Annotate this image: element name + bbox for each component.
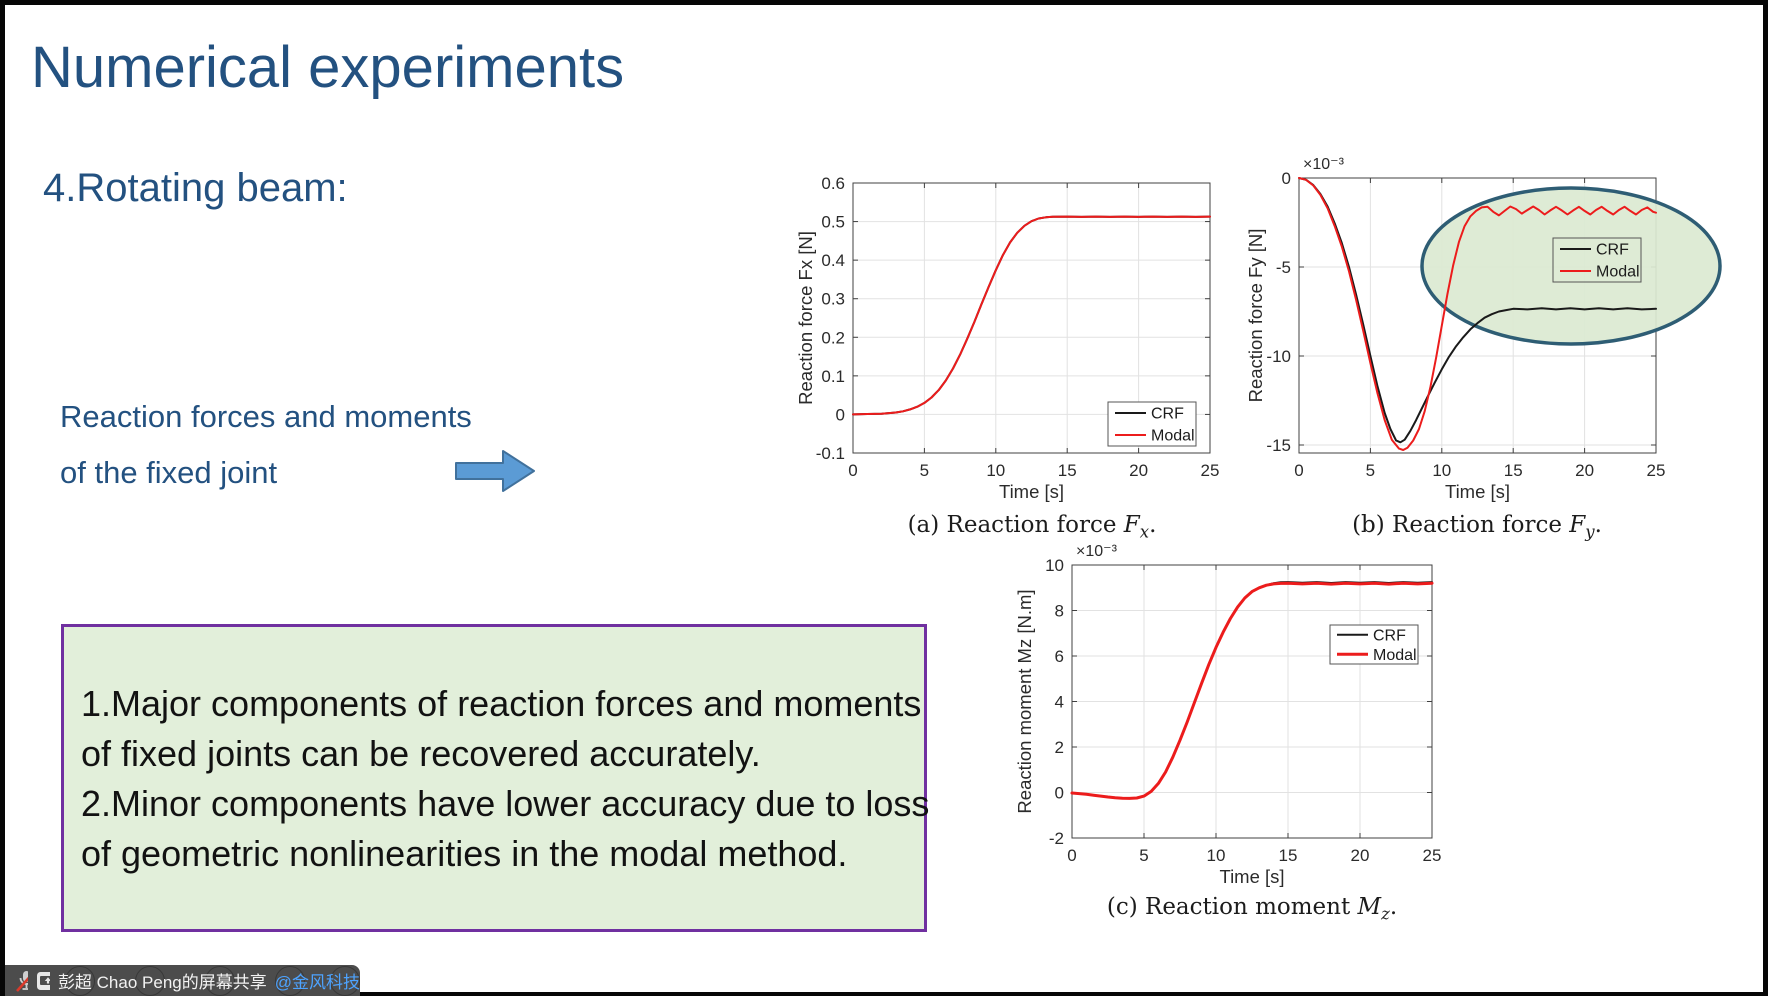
svg-text:-5: -5	[1276, 258, 1291, 277]
note-line-1: 1.Major components of reaction forces an…	[81, 683, 922, 724]
svg-text:5: 5	[1139, 846, 1148, 865]
lead-text-line1: Reaction forces and moments	[60, 399, 472, 434]
svg-text:2: 2	[1055, 738, 1064, 757]
series-modal	[1070, 581, 1434, 800]
page-title: Numerical experiments	[31, 35, 625, 100]
chart-caption-b: (b) Reaction force Fy.	[1352, 512, 1602, 542]
series-crf	[1298, 177, 1657, 444]
svg-text:8: 8	[1055, 602, 1064, 621]
svg-text:CRF: CRF	[1373, 627, 1406, 644]
highlight-ellipse	[1420, 186, 1722, 346]
svg-text:10: 10	[1045, 556, 1064, 575]
svg-text:15: 15	[1504, 461, 1523, 480]
share-owner-label: 彭超 Chao Peng的屏幕共享	[57, 973, 267, 992]
share-mention-label: @金风科技	[274, 973, 360, 992]
note-line-2: of fixed joints can be recovered accurat…	[81, 733, 761, 774]
svg-text:Time [s]: Time [s]	[1219, 866, 1284, 887]
window-frame-left	[0, 0, 5, 996]
svg-text:Time [s]: Time [s]	[999, 481, 1064, 502]
screen-share-icon[interactable]	[36, 970, 50, 992]
svg-text:0: 0	[1067, 846, 1076, 865]
series-crf	[1071, 581, 1433, 800]
svg-text:10: 10	[1432, 461, 1451, 480]
legend-box	[1552, 237, 1642, 283]
legend-box	[1329, 624, 1419, 665]
svg-text:5: 5	[1366, 461, 1375, 480]
lead-text-line2: of the fixed joint	[60, 455, 278, 490]
right-arrow-icon	[455, 450, 535, 492]
svg-text:0: 0	[1294, 461, 1303, 480]
svg-text:0.4: 0.4	[821, 251, 845, 270]
window-frame-right	[1763, 0, 1768, 996]
svg-text:Time [s]: Time [s]	[1445, 481, 1510, 502]
svg-text:25: 25	[1647, 461, 1666, 480]
svg-text:20: 20	[1351, 846, 1370, 865]
svg-text:-0.1: -0.1	[816, 444, 845, 463]
svg-text:0.6: 0.6	[821, 174, 845, 193]
svg-text:0: 0	[1055, 784, 1064, 803]
svg-text:0.5: 0.5	[821, 213, 845, 232]
svg-text:0.3: 0.3	[821, 290, 845, 309]
svg-text:-15: -15	[1266, 436, 1291, 455]
svg-text:0: 0	[836, 405, 845, 424]
svg-text:Reaction moment Mz [N.m]: Reaction moment Mz [N.m]	[1014, 589, 1035, 813]
chart-fy: 0 5 10 15 20 25 0 -5 -10 -15 ×10⁻³ Time [s] Reaction…	[1245, 156, 1722, 502]
svg-text:20: 20	[1575, 461, 1594, 480]
svg-text:CRF: CRF	[1596, 242, 1629, 259]
svg-text:Modal: Modal	[1596, 264, 1640, 281]
svg-text:-10: -10	[1266, 347, 1291, 366]
svg-text:20: 20	[1129, 461, 1148, 480]
svg-text:-2: -2	[1049, 829, 1064, 848]
svg-text:0.1: 0.1	[821, 367, 845, 386]
svg-text:0: 0	[848, 461, 857, 480]
svg-text:15: 15	[1058, 461, 1077, 480]
note-line-3: 2.Minor components have lower accuracy d…	[81, 783, 930, 824]
svg-text:15: 15	[1279, 846, 1298, 865]
svg-text:×10⁻³: ×10⁻³	[1303, 156, 1345, 173]
svg-text:5: 5	[920, 461, 929, 480]
legend-box	[1107, 401, 1197, 447]
window-frame-bottom	[0, 992, 1768, 996]
section-subtitle: 4.Rotating beam:	[43, 166, 348, 210]
svg-text:Modal: Modal	[1151, 428, 1195, 445]
screen-share-toolbar: 彭超 Chao Peng的屏幕共享 @金风科技	[5, 965, 360, 996]
conclusion-note-box: 1.Major components of reaction forces an…	[61, 624, 930, 932]
series-modal	[852, 215, 1211, 416]
svg-text:Modal: Modal	[1373, 647, 1417, 664]
svg-text:0: 0	[1282, 169, 1291, 188]
svg-text:10: 10	[986, 461, 1005, 480]
note-line-4: of geometric nonlinearities in the modal…	[81, 833, 848, 874]
series-modal	[1298, 177, 1657, 451]
window-frame-top	[0, 0, 1768, 5]
svg-text:Reaction force Fx [N]: Reaction force Fx [N]	[795, 231, 816, 405]
series-crf	[852, 215, 1211, 416]
svg-text:4: 4	[1055, 693, 1064, 712]
svg-text:25: 25	[1423, 846, 1442, 865]
svg-text:0.2: 0.2	[821, 328, 845, 347]
svg-text:Reaction force Fy [N]: Reaction force Fy [N]	[1245, 229, 1266, 403]
svg-text:10: 10	[1207, 846, 1226, 865]
svg-text:×10⁻³: ×10⁻³	[1076, 543, 1118, 560]
chart-caption-a: (a) Reaction force Fx.	[907, 512, 1157, 542]
svg-text:6: 6	[1055, 647, 1064, 666]
svg-text:CRF: CRF	[1151, 406, 1184, 423]
chart-caption-c: (c) Reaction moment Mz.	[1106, 894, 1398, 924]
microphone-muted-icon[interactable]	[15, 969, 28, 993]
svg-text:25: 25	[1201, 461, 1220, 480]
